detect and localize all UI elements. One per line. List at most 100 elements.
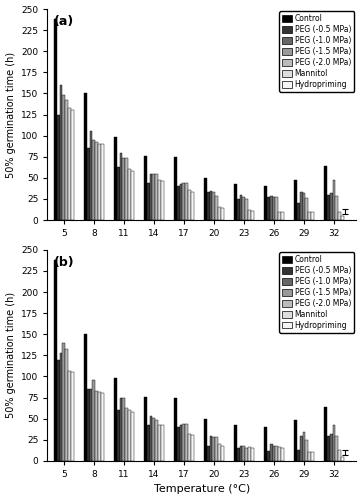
Bar <box>185 183 188 220</box>
Bar <box>264 427 267 461</box>
Bar <box>65 100 68 220</box>
Bar <box>333 426 335 461</box>
Bar <box>63 95 65 220</box>
Bar <box>128 410 131 461</box>
Bar <box>63 342 65 461</box>
Bar <box>54 260 57 461</box>
Bar <box>251 448 254 461</box>
Bar <box>125 408 128 461</box>
X-axis label: Temperature (°C): Temperature (°C) <box>154 484 250 494</box>
Bar <box>90 389 92 461</box>
Bar <box>87 389 90 461</box>
Bar <box>311 212 314 220</box>
Bar <box>275 197 278 220</box>
Y-axis label: 50% germination time (h): 50% germination time (h) <box>5 292 16 418</box>
Bar <box>119 152 122 220</box>
Bar <box>71 110 74 220</box>
Bar <box>144 156 147 220</box>
Bar <box>275 446 278 461</box>
Bar <box>147 426 150 461</box>
Bar <box>278 446 281 461</box>
Bar <box>84 334 87 461</box>
Bar <box>101 394 104 461</box>
Bar <box>204 418 207 461</box>
Bar <box>294 180 297 220</box>
Bar <box>188 190 191 220</box>
Bar <box>215 196 218 220</box>
Bar <box>95 391 98 461</box>
Bar <box>182 424 185 461</box>
Bar <box>297 450 300 461</box>
Bar <box>210 192 212 220</box>
Bar <box>204 178 207 220</box>
Bar <box>84 94 87 220</box>
Bar <box>273 197 275 220</box>
Bar <box>311 452 314 461</box>
Bar <box>221 446 224 461</box>
Bar <box>117 167 119 220</box>
Bar <box>237 199 240 220</box>
Bar <box>177 427 180 461</box>
Bar <box>308 212 311 220</box>
Bar <box>324 166 327 220</box>
Bar <box>65 350 68 461</box>
Bar <box>54 19 57 220</box>
Bar <box>152 174 155 220</box>
Bar <box>245 448 248 461</box>
Bar <box>338 212 341 220</box>
Bar <box>341 216 344 220</box>
Bar <box>150 416 152 461</box>
Bar <box>155 420 158 461</box>
Bar <box>180 184 182 220</box>
Bar <box>215 437 218 461</box>
Text: (b): (b) <box>54 256 74 269</box>
Bar <box>60 85 63 220</box>
Legend: Control, PEG (-0.5 MPa), PEG (-1.0 MPa), PEG (-1.5 MPa), PEG (-2.0 MPa), Mannito: Control, PEG (-0.5 MPa), PEG (-1.0 MPa),… <box>279 252 354 332</box>
Bar <box>117 410 119 461</box>
Bar <box>245 199 248 220</box>
Bar <box>327 194 330 220</box>
Bar <box>303 193 306 220</box>
Bar <box>207 192 210 220</box>
Bar <box>57 114 60 220</box>
Bar <box>267 197 270 220</box>
Bar <box>101 144 104 220</box>
Bar <box>278 212 281 220</box>
Bar <box>237 448 240 461</box>
Bar <box>240 446 243 461</box>
Bar <box>212 437 215 461</box>
Bar <box>180 426 182 461</box>
Bar <box>327 436 330 461</box>
Bar <box>251 210 254 220</box>
Bar <box>158 424 161 461</box>
Bar <box>306 440 308 461</box>
Bar <box>281 212 284 220</box>
Bar <box>147 183 150 220</box>
Bar <box>267 450 270 461</box>
Bar <box>174 156 177 220</box>
Text: (a): (a) <box>54 16 74 28</box>
Bar <box>330 193 333 220</box>
Bar <box>128 170 131 220</box>
Bar <box>161 181 164 220</box>
Bar <box>330 434 333 461</box>
Bar <box>68 370 71 461</box>
Bar <box>333 180 335 220</box>
Bar <box>264 186 267 220</box>
Bar <box>306 198 308 220</box>
Bar <box>131 171 134 220</box>
Bar <box>218 208 221 220</box>
Bar <box>207 446 210 461</box>
Bar <box>174 398 177 461</box>
Bar <box>248 210 251 220</box>
Bar <box>324 407 327 461</box>
Bar <box>191 434 194 461</box>
Bar <box>131 412 134 461</box>
Bar <box>150 174 152 220</box>
Bar <box>158 180 161 220</box>
Bar <box>98 144 101 220</box>
Bar <box>188 434 191 461</box>
Bar <box>122 398 125 461</box>
Bar <box>273 446 275 461</box>
Bar <box>122 158 125 220</box>
